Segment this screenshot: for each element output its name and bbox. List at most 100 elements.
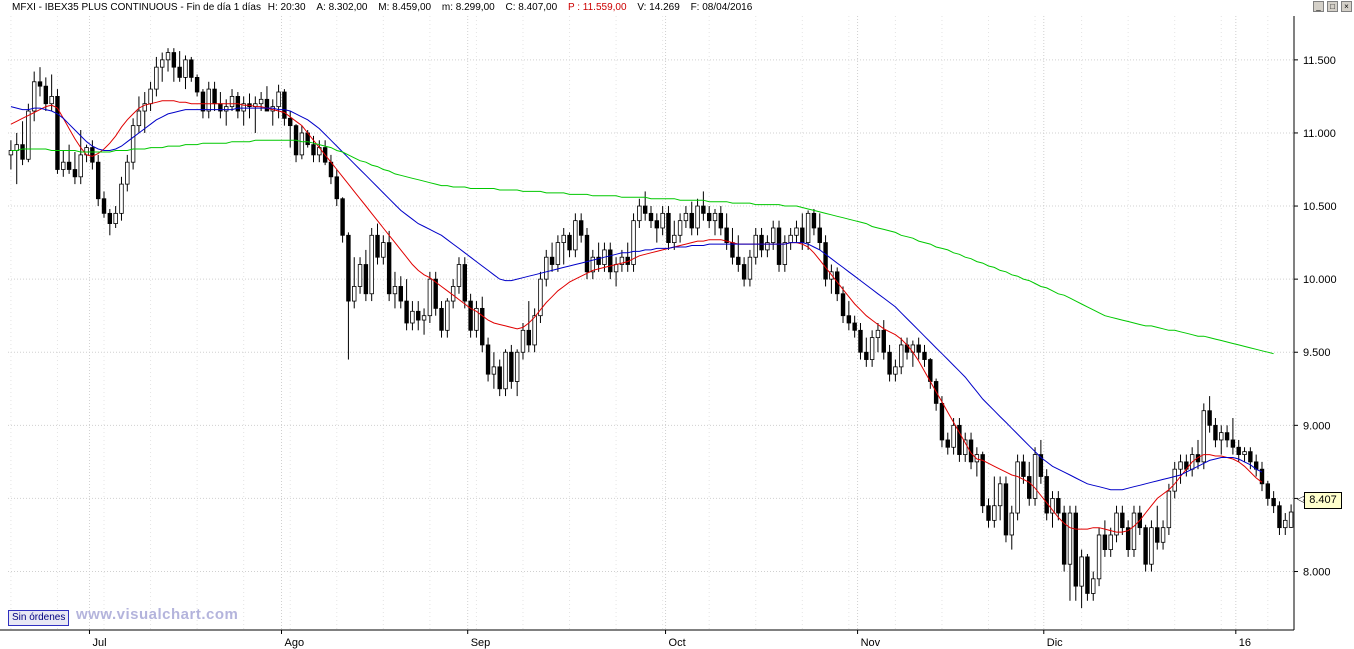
candle-up: [148, 88, 153, 105]
candle-up: [165, 52, 171, 61]
candle-up: [974, 454, 980, 463]
candle-down: [107, 212, 113, 224]
candle-down: [1277, 505, 1282, 529]
candle-up: [1015, 461, 1020, 514]
candle-up: [893, 366, 898, 375]
candle-up: [794, 227, 799, 236]
candle-up: [555, 242, 561, 265]
candle-down: [20, 144, 25, 160]
candle-up: [1050, 498, 1055, 514]
candle-down: [759, 234, 764, 251]
candle-down: [386, 242, 392, 295]
candle-down: [1021, 461, 1026, 477]
x-tick-label: Dic: [1047, 637, 1063, 649]
candle-up: [677, 220, 683, 236]
candle-down: [212, 88, 217, 105]
candle-down: [194, 77, 200, 93]
candle-down: [462, 264, 467, 302]
candle-up: [765, 242, 770, 251]
candle-down: [101, 198, 107, 214]
y-tick-label: 11.500: [1303, 55, 1336, 67]
candle-up: [183, 59, 188, 78]
candle-up: [875, 329, 881, 339]
candle-up: [770, 227, 776, 243]
candle-up: [427, 278, 433, 317]
candle-down: [37, 81, 43, 87]
axes: 8.0008.5009.0009.50010.00010.50011.00011…: [0, 16, 1337, 649]
maximize-button[interactable]: □: [1327, 1, 1338, 12]
y-tick-label: 9.000: [1303, 420, 1331, 432]
moving-average-line-3: [10, 139, 1274, 355]
moving-averages: [10, 100, 1274, 533]
candle-down: [666, 212, 671, 243]
candle-down: [887, 351, 892, 375]
candle-up: [206, 88, 211, 112]
candle-down: [549, 256, 555, 265]
candle-up: [631, 220, 636, 265]
candle-down: [922, 351, 927, 360]
candle-up: [1219, 432, 1224, 441]
candle-down: [648, 212, 654, 222]
candle-down: [439, 307, 444, 331]
candle-down: [1236, 446, 1241, 455]
candle-down: [654, 220, 660, 229]
candle-down: [1044, 476, 1049, 514]
candle-up: [788, 234, 793, 243]
candle-up: [357, 264, 363, 287]
candle-down: [480, 307, 485, 346]
candle-up: [229, 96, 235, 108]
candle-down: [776, 227, 782, 265]
candle-down: [1061, 512, 1067, 565]
candle-down: [928, 359, 933, 382]
candle-up: [8, 150, 14, 156]
x-tick-label: 16: [1239, 637, 1251, 649]
close-button[interactable]: ×: [1341, 1, 1352, 12]
candle-up: [992, 505, 997, 521]
candle-down: [916, 344, 921, 353]
candle-up: [672, 234, 677, 243]
candle-down: [485, 344, 491, 375]
candle-down: [578, 220, 584, 236]
candle-up: [352, 286, 357, 302]
candle-down: [736, 256, 741, 265]
candle-up: [869, 337, 875, 360]
candle-up: [712, 212, 718, 222]
candle-down: [1259, 468, 1265, 485]
volume-value: V: 14.269: [637, 2, 680, 13]
candle-up: [381, 242, 386, 258]
candle-up: [1131, 512, 1137, 550]
candle-up: [538, 278, 543, 317]
y-tick-label: 8.000: [1303, 567, 1331, 579]
candle-down: [95, 161, 101, 200]
candle-down: [189, 59, 194, 78]
x-tick-label: Oct: [669, 637, 686, 649]
x-tick-label: Nov: [861, 637, 881, 649]
minimize-button[interactable]: _: [1313, 1, 1324, 12]
candle-down: [1102, 534, 1108, 550]
x-tick-label: Sep: [471, 637, 491, 649]
candle-down: [724, 227, 729, 243]
quote-header: MFXI - IBEX35 PLUS CONTINUOUS - Fin de d…: [0, 0, 1354, 15]
candle-down: [939, 403, 945, 441]
candle-down: [264, 98, 270, 112]
candle-up: [421, 315, 427, 321]
candle-down: [90, 147, 95, 163]
candle-down: [1056, 498, 1061, 514]
candle-up: [1178, 461, 1183, 470]
candle-up: [159, 59, 165, 68]
candle-up: [299, 132, 305, 156]
candle-up: [369, 234, 374, 295]
candle-down: [433, 278, 438, 309]
candle-up: [619, 256, 625, 265]
candle-down: [468, 300, 473, 331]
candle-down: [340, 198, 345, 236]
candle-up: [445, 300, 450, 331]
candle-down: [881, 329, 886, 353]
candle-up: [125, 161, 130, 185]
candle-down: [567, 234, 572, 251]
candle-up: [392, 286, 398, 295]
watermark: www.visualchart.com: [76, 606, 239, 623]
orders-button[interactable]: Sin órdenes: [8, 610, 70, 626]
y-tick-label: 11.000: [1303, 128, 1336, 140]
